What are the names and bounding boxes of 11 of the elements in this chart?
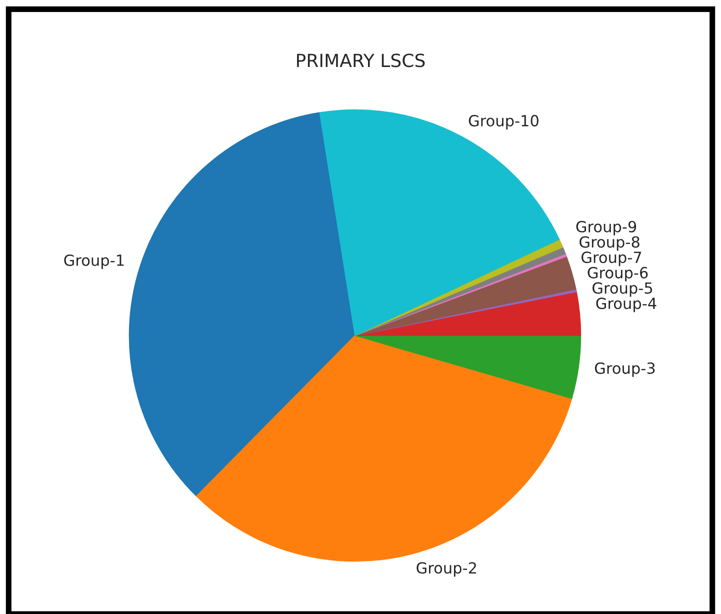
- slice-label: Group-9: [576, 220, 636, 236]
- slice-label: Group-1: [64, 254, 124, 269]
- slice-label: Group-10: [468, 114, 538, 130]
- slice-label: Group-4: [596, 298, 656, 312]
- slice-label: Group-3: [594, 362, 655, 377]
- slice-label: Group-6: [588, 266, 648, 282]
- chart-title: PRIMARY LSCS: [297, 54, 425, 68]
- slice-label: Group-7: [582, 252, 642, 266]
- slice-label: Group-8: [580, 236, 640, 251]
- slice-label: Group-5: [592, 282, 652, 297]
- slice-label: Group-2: [416, 562, 476, 577]
